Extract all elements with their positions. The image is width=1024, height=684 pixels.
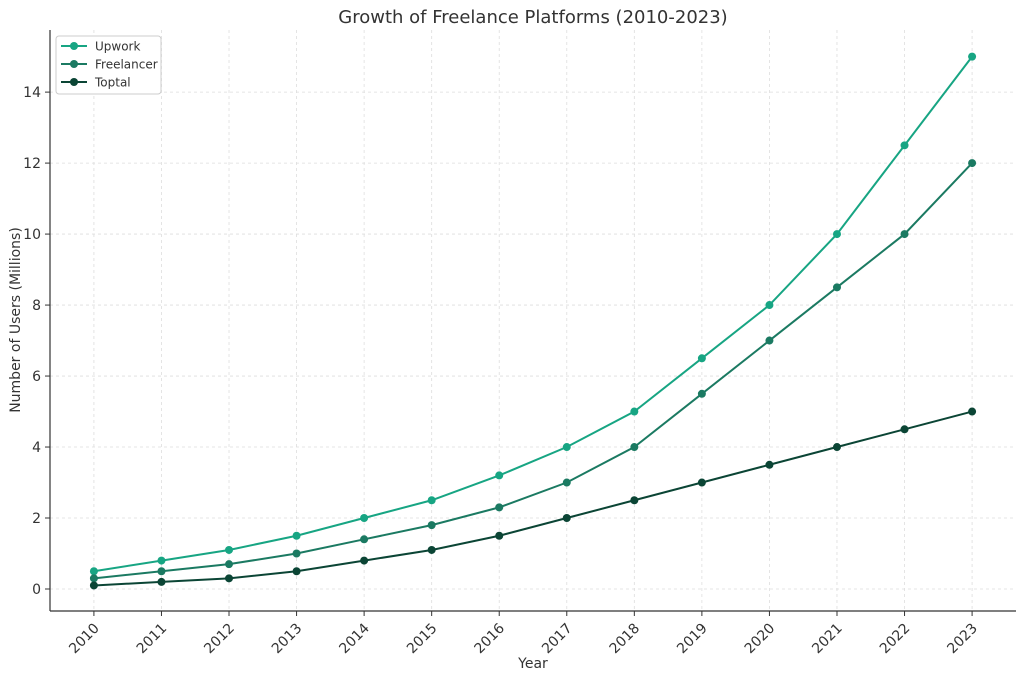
legend-freelancer-marker — [70, 60, 78, 68]
freelancer-point — [292, 549, 301, 558]
upwork-point — [360, 514, 369, 523]
y-tick-label: 6 — [32, 369, 41, 385]
upwork-point — [900, 141, 909, 150]
x-tick-label: 2012 — [201, 621, 238, 658]
upwork-point — [697, 354, 706, 363]
toptal-point — [89, 581, 98, 590]
upwork-point — [765, 301, 774, 310]
toptal-point — [157, 577, 166, 586]
toptal-point — [765, 460, 774, 469]
toptal-point — [360, 556, 369, 565]
upwork-point — [225, 545, 234, 554]
freelancer-point — [765, 336, 774, 345]
y-tick-label: 12 — [23, 156, 41, 172]
y-tick-label: 4 — [32, 440, 41, 456]
freelancer-point — [630, 443, 639, 452]
x-tick-label: 2023 — [944, 621, 981, 658]
x-axis-label: Year — [517, 656, 548, 672]
freelancer-point — [832, 283, 841, 292]
y-tick-label: 10 — [23, 227, 41, 243]
freelancer-point — [427, 521, 436, 530]
chart-title: Growth of Freelance Platforms (2010-2023… — [338, 7, 727, 28]
axes: 2010 2011 2012 2013 2014 2015 2016 2017 2018 2019… — [23, 30, 1016, 657]
x-tick-label: 2015 — [404, 621, 441, 658]
series-layer — [89, 52, 977, 590]
toptal-point — [292, 567, 301, 576]
x-tick-label: 2018 — [607, 621, 644, 658]
freelancer-point — [157, 567, 166, 576]
x-tick-label: 2014 — [336, 620, 373, 657]
freelancer-point — [89, 574, 98, 583]
toptal-line — [93, 410, 973, 587]
x-tick-label: 2022 — [877, 621, 914, 658]
toptal-point — [225, 574, 234, 583]
y-tick-label: 0 — [32, 582, 41, 598]
freelancer-point — [360, 535, 369, 544]
upwork-point — [292, 531, 301, 540]
upwork-point — [495, 471, 504, 480]
upwork-point — [89, 567, 98, 576]
x-tick-label: 2020 — [742, 621, 779, 658]
upwork-point — [427, 496, 436, 505]
freelancer-point — [562, 478, 571, 487]
legend-upwork-marker — [70, 42, 78, 50]
toptal-point — [832, 443, 841, 452]
legend-freelancer-label: Freelancer — [95, 58, 158, 72]
freelancer-point — [225, 560, 234, 569]
grid — [50, 30, 1016, 611]
toptal-point — [697, 478, 706, 487]
legend-toptal-label: Toptal — [94, 76, 131, 90]
upwork-point — [157, 556, 166, 565]
y-tick-label: 8 — [32, 298, 41, 314]
toptal-point — [968, 407, 977, 416]
x-tick-label: 2011 — [134, 621, 171, 658]
freelancer-point — [968, 159, 977, 168]
y-axis-label: Number of Users (Millions) — [8, 227, 24, 413]
upwork-point — [630, 407, 639, 416]
y-tick-label: 14 — [23, 85, 41, 101]
freelancer-point — [900, 230, 909, 239]
upwork-point — [562, 443, 571, 452]
toptal-point — [495, 531, 504, 540]
toptal-point — [427, 545, 436, 554]
freelancer-point — [697, 389, 706, 398]
freelancer-point — [495, 503, 504, 512]
x-tick-label: 2017 — [539, 621, 576, 658]
toptal-point — [630, 496, 639, 505]
x-tick-label: 2021 — [809, 621, 846, 658]
legend-upwork-label: Upwork — [95, 40, 140, 54]
freelancer-line — [93, 162, 973, 580]
legend-box — [55, 35, 162, 95]
upwork-point — [832, 230, 841, 239]
toptal-point — [900, 425, 909, 434]
x-tick-label: 2013 — [269, 621, 306, 658]
y-tick-label: 2 — [32, 511, 41, 527]
toptal-point — [562, 514, 571, 523]
x-tick-label: 2016 — [472, 620, 509, 657]
upwork-line — [93, 56, 973, 573]
x-tick-label: 2019 — [674, 621, 711, 658]
legend-toptal-marker — [70, 78, 78, 86]
legend: Upwork Freelancer Toptal — [55, 35, 162, 95]
upwork-point — [968, 52, 977, 61]
x-tick-label: 2010 — [66, 621, 103, 658]
